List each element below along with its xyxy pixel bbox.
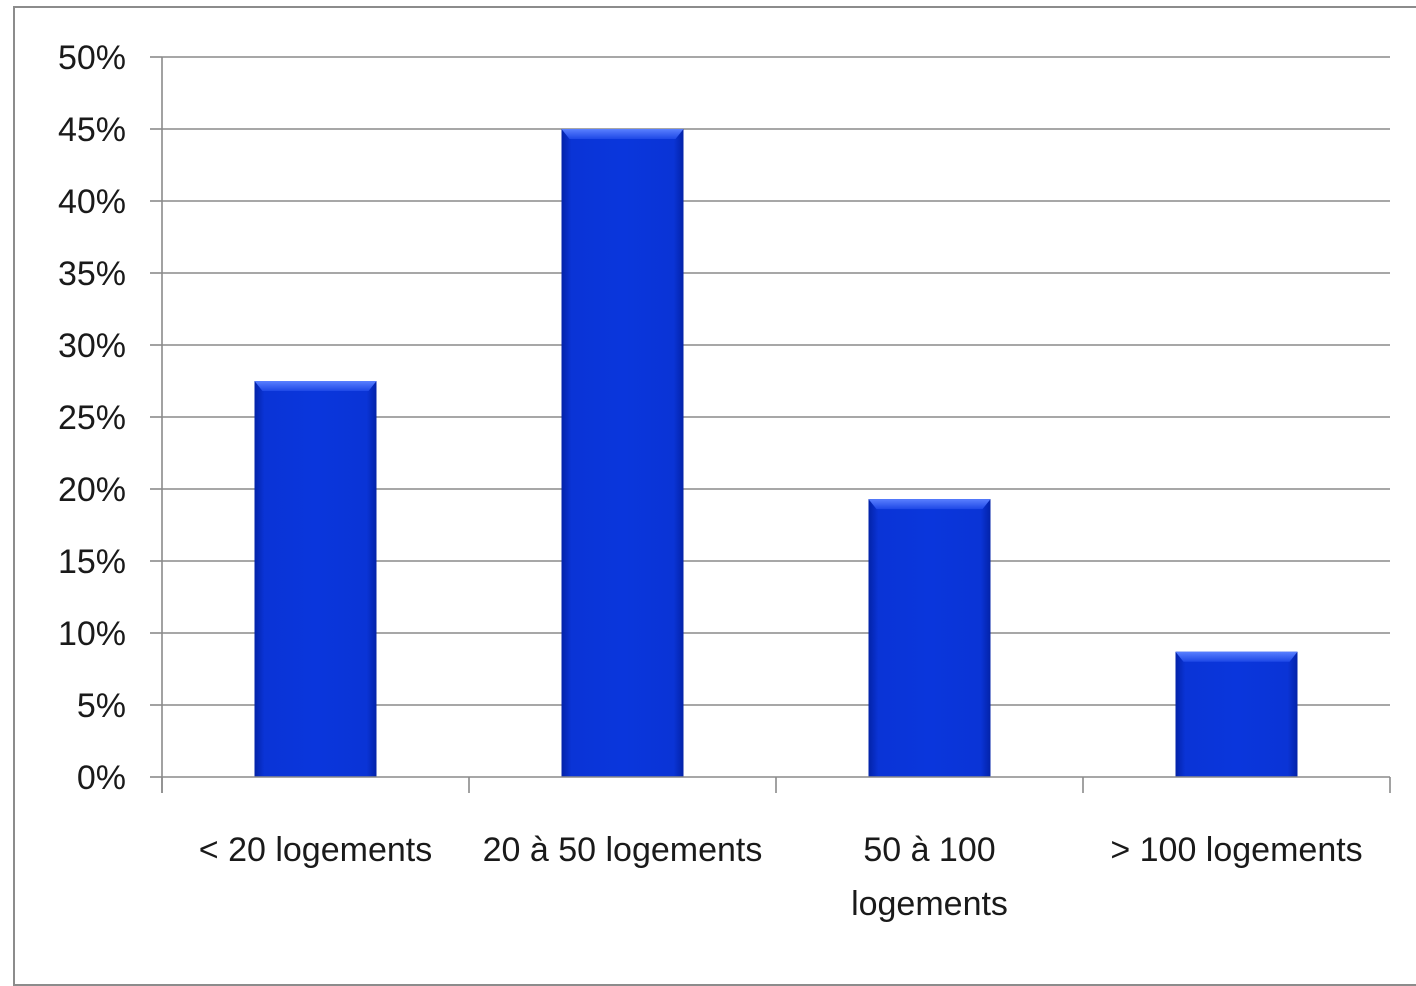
y-tick-label: 10% — [58, 615, 126, 653]
x-category-label: logements — [851, 885, 1008, 923]
bar — [254, 381, 377, 777]
y-axis-tick-labels: 0% 5% 10% 15% 20% 25% 30% 35% 40% 45% 50% — [58, 39, 126, 797]
bar-group — [254, 381, 377, 777]
bar-group — [868, 499, 991, 777]
y-tick-label: 0% — [77, 759, 126, 797]
bar — [1175, 651, 1298, 777]
y-tick-label: 40% — [58, 183, 126, 221]
axis-layer — [150, 56, 1391, 793]
bar-cap — [561, 129, 684, 139]
bar-group — [1175, 651, 1298, 777]
bar — [561, 129, 684, 777]
y-tick-label: 50% — [58, 39, 126, 77]
y-tick-label: 45% — [58, 111, 126, 149]
bar-chart: 0% 5% 10% 15% 20% 25% 30% 35% 40% 45% 50% < 20 log… — [58, 39, 1391, 923]
bar — [868, 499, 991, 777]
y-tick-label: 35% — [58, 255, 126, 293]
bars-layer — [254, 129, 1298, 777]
y-tick-label: 25% — [58, 399, 126, 437]
chart-frame: 0% 5% 10% 15% 20% 25% 30% 35% 40% 45% 50% < 20 log… — [13, 6, 1416, 986]
bar-cap — [868, 499, 991, 510]
x-category-label: < 20 logements — [199, 831, 432, 869]
x-category-label: > 100 logements — [1110, 831, 1362, 869]
y-tick-label: 20% — [58, 471, 126, 509]
y-tick-label: 30% — [58, 327, 126, 365]
y-tick-label: 15% — [58, 543, 126, 581]
y-tick-label: 5% — [77, 687, 126, 725]
x-axis-category-labels: < 20 logements 20 à 50 logements 50 à 100 l… — [199, 831, 1363, 923]
bar-group — [561, 129, 684, 777]
bar-cap — [254, 381, 377, 391]
bar-cap — [1175, 651, 1298, 662]
x-category-label: 50 à 100 — [863, 831, 995, 869]
x-category-label: 20 à 50 logements — [483, 831, 763, 869]
